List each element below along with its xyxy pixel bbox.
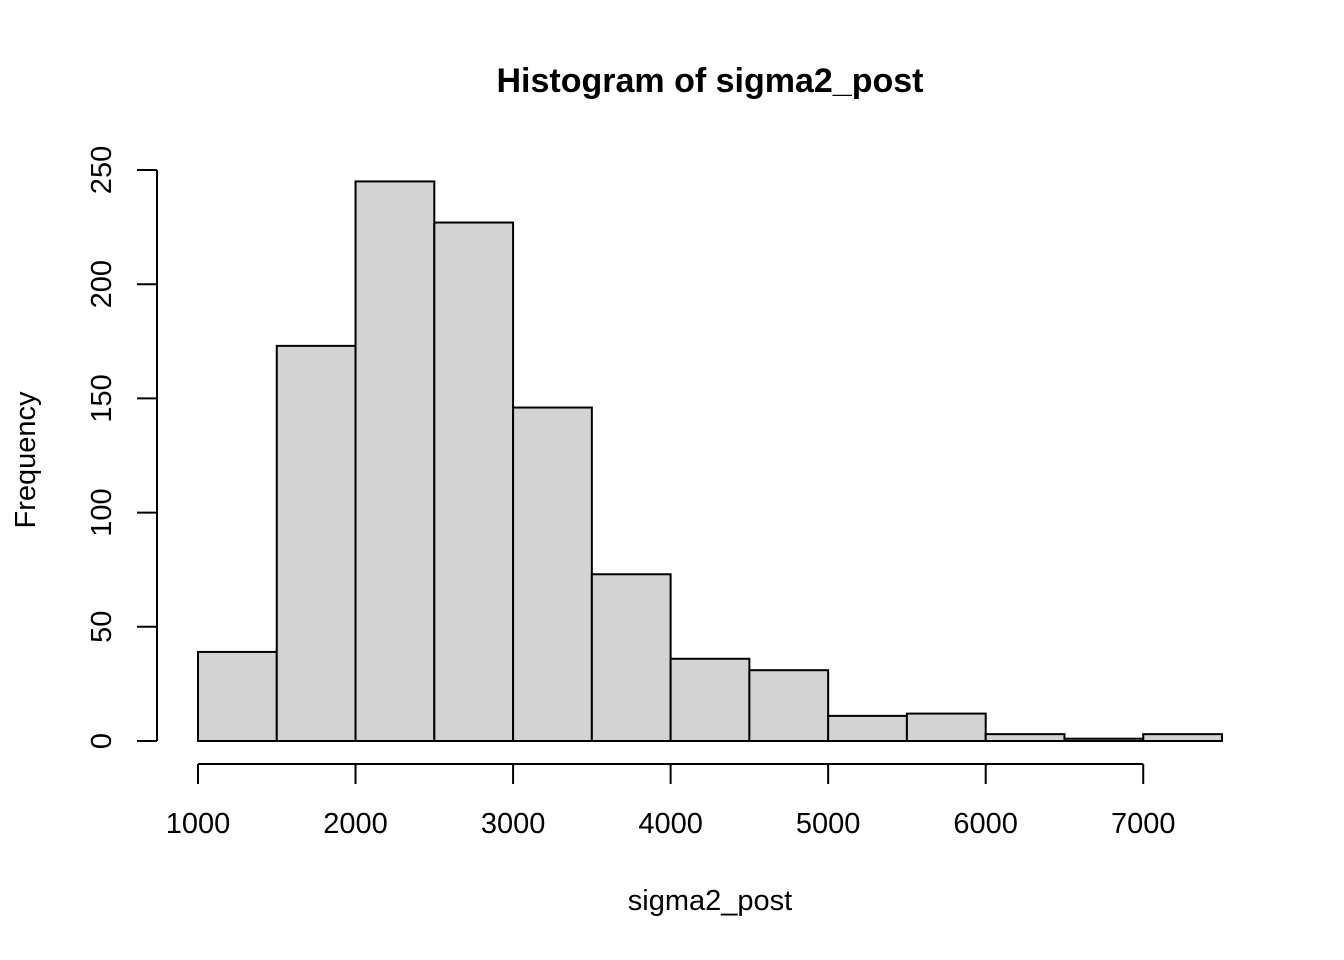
histogram-bar bbox=[275, 344, 357, 742]
histogram-bar bbox=[984, 733, 1066, 743]
chart-title: Histogram of sigma2_post bbox=[497, 62, 924, 100]
y-tick-label: 200 bbox=[86, 260, 118, 308]
x-tick-label: 3000 bbox=[481, 808, 546, 840]
histogram-bar bbox=[1142, 733, 1223, 743]
y-tick-label: 50 bbox=[86, 611, 118, 643]
histogram-bar bbox=[669, 657, 751, 742]
y-tick-label: 150 bbox=[86, 374, 118, 422]
histogram-bar bbox=[590, 573, 672, 742]
y-tick-label: 100 bbox=[86, 488, 118, 536]
y-tick-label: 250 bbox=[86, 146, 118, 194]
histogram-bar bbox=[433, 221, 515, 743]
x-tick-label: 6000 bbox=[953, 808, 1018, 840]
histogram-bar bbox=[1063, 737, 1145, 743]
x-tick-label: 4000 bbox=[638, 808, 703, 840]
y-tick-label: 0 bbox=[86, 733, 118, 749]
bars-group bbox=[197, 180, 1223, 743]
histogram-bar bbox=[827, 714, 908, 742]
histogram-bar bbox=[905, 712, 987, 742]
x-tick-label: 2000 bbox=[323, 808, 388, 840]
x-axis-label: sigma2_post bbox=[628, 885, 792, 917]
x-axis: 1000 2000 3000 4000 5000 6000 7000 bbox=[166, 763, 1176, 840]
y-axis-label: Frequency bbox=[10, 391, 42, 529]
y-axis: 0 50 100 150 200 250 bbox=[86, 146, 158, 749]
x-tick-label: 1000 bbox=[166, 808, 231, 840]
histogram-bar bbox=[197, 650, 278, 743]
x-tick-label: 7000 bbox=[1111, 808, 1176, 840]
histogram-bar bbox=[354, 180, 436, 743]
histogram-bar bbox=[748, 669, 830, 742]
x-tick-label: 5000 bbox=[796, 808, 861, 840]
histogram-bar bbox=[512, 406, 593, 742]
